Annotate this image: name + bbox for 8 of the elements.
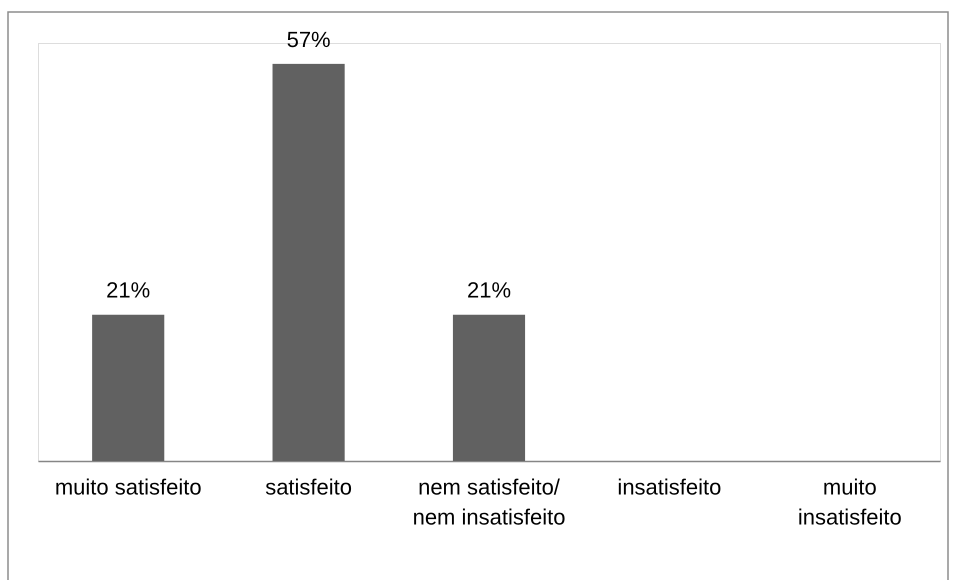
data-label: 21% [106,278,150,303]
x-tick-label: muito satisfeito [54,474,202,500]
x-tick-label: satisfeito [265,474,352,500]
x-tick-label: insatisfeito [617,474,722,500]
data-label: 57% [286,26,331,52]
data-label: 21% [466,278,512,303]
x-tick-label: nem satisfeito/ nem insatisfeito [412,474,566,530]
x-tick-label: muito insatisfeito [798,474,902,530]
